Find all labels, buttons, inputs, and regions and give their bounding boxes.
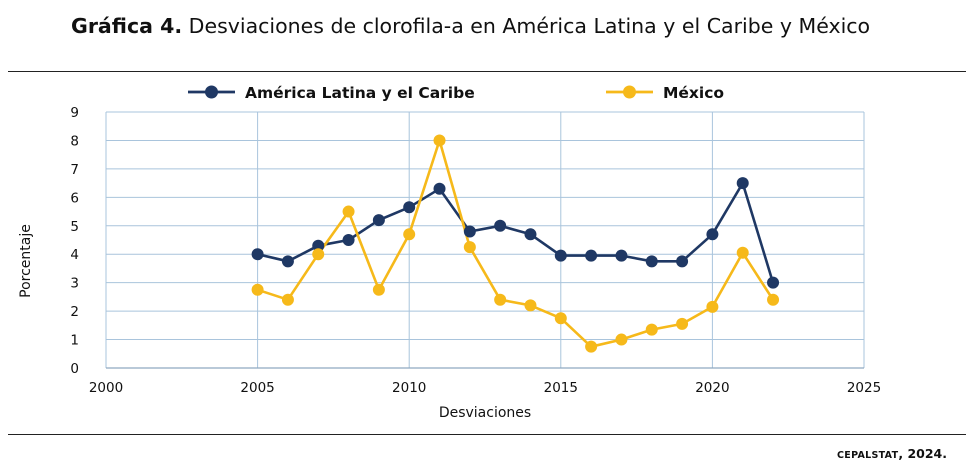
series-2-point bbox=[554, 312, 567, 325]
y-tick-label: 8 bbox=[70, 133, 79, 149]
series-1-point bbox=[463, 225, 476, 238]
series-1-point bbox=[433, 182, 446, 195]
top-divider bbox=[8, 71, 966, 72]
series-2-point bbox=[615, 333, 628, 346]
series-1-point bbox=[767, 276, 780, 289]
chart-legend: América Latina y el Caribe México bbox=[188, 84, 724, 102]
y-tick-label: 6 bbox=[70, 190, 79, 206]
series-1-point bbox=[676, 255, 689, 268]
series-1-point bbox=[403, 201, 416, 214]
series-2-point bbox=[645, 323, 658, 336]
y-tick-label: 3 bbox=[70, 276, 79, 292]
series-1-point bbox=[645, 255, 658, 268]
series-1-point bbox=[585, 249, 598, 262]
x-tick-label: 2000 bbox=[89, 380, 123, 396]
x-tick-label: 2015 bbox=[544, 380, 578, 396]
y-tick-label: 5 bbox=[70, 219, 79, 235]
chart-title-text: Desviaciones de clorofila-a en América L… bbox=[188, 14, 871, 38]
legend-label-1: América Latina y el Caribe bbox=[245, 84, 475, 102]
legend-marker-2 bbox=[623, 85, 636, 99]
y-tick-label: 0 bbox=[70, 361, 79, 377]
series-2-point bbox=[251, 283, 264, 296]
source-note: CEPALSTAT, 2024. bbox=[837, 446, 947, 461]
series-2-point bbox=[433, 134, 446, 147]
x-tick-label: 2025 bbox=[847, 380, 881, 396]
series-1-point bbox=[372, 214, 385, 227]
series-2-point bbox=[372, 283, 385, 296]
series-1-point bbox=[615, 249, 628, 262]
chart-title-number: Gráfica 4. bbox=[71, 14, 183, 38]
series-2-point bbox=[494, 293, 507, 306]
series-1-point bbox=[312, 239, 325, 252]
series-1-point bbox=[251, 248, 264, 261]
series-1-point bbox=[524, 228, 537, 241]
series-2-point bbox=[736, 246, 749, 259]
series-2-point bbox=[463, 241, 476, 254]
legend-label-2: México bbox=[663, 84, 724, 102]
y-tick-label: 9 bbox=[70, 105, 79, 121]
source-name: CEPALSTAT bbox=[837, 450, 899, 461]
x-tick-label: 2010 bbox=[392, 380, 426, 396]
x-tick-label: 2020 bbox=[695, 380, 729, 396]
chart-grid bbox=[105, 111, 865, 369]
series-2-point bbox=[524, 299, 537, 312]
series-1-point bbox=[494, 219, 507, 232]
series-2-point bbox=[767, 293, 780, 306]
y-tick-label: 1 bbox=[70, 333, 79, 349]
series-1-point bbox=[706, 228, 719, 241]
series-1-point bbox=[342, 234, 355, 246]
series-1-point bbox=[554, 249, 567, 262]
chart-series bbox=[251, 134, 780, 353]
series-2-point bbox=[676, 317, 689, 330]
series-1-point bbox=[281, 255, 294, 268]
series-1-point bbox=[736, 177, 749, 190]
y-tick-label: 2 bbox=[70, 304, 79, 320]
series-2-point bbox=[342, 205, 355, 218]
x-axis-label: Desviaciones bbox=[439, 405, 531, 421]
source-year: , 2024. bbox=[898, 446, 947, 461]
x-tick-label: 2005 bbox=[240, 380, 274, 396]
chart-title: Gráfica 4. Desviaciones de clorofila-a e… bbox=[71, 14, 870, 38]
y-tick-label: 4 bbox=[70, 247, 79, 263]
series-2-point bbox=[281, 293, 294, 306]
y-axis-label: Porcentaje bbox=[18, 224, 34, 298]
series-2-point bbox=[312, 248, 325, 261]
legend-marker-1 bbox=[205, 85, 218, 99]
chart-axes: 0 1 2 3 4 5 6 7 8 9 2000 2005 2010 2015 2020 2025 bbox=[70, 105, 881, 396]
series-2-point bbox=[585, 340, 598, 353]
bottom-divider bbox=[8, 434, 966, 435]
y-tick-label: 7 bbox=[70, 162, 79, 178]
series-2-point bbox=[403, 228, 416, 241]
series-2-point bbox=[706, 300, 719, 313]
